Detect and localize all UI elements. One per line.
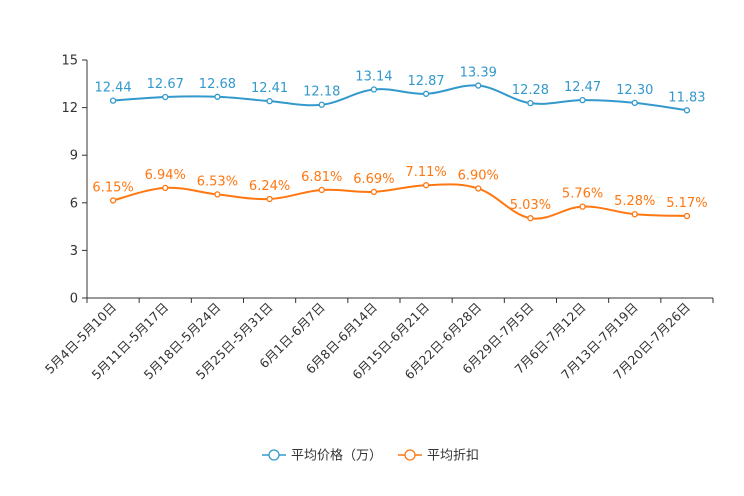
data-point[interactable] — [266, 97, 273, 105]
data-point[interactable] — [579, 96, 586, 104]
data-point[interactable] — [162, 184, 169, 192]
data-label: 6.94% — [145, 168, 186, 183]
legend-marker-icon — [404, 449, 416, 461]
data-label: 6.15% — [92, 180, 133, 195]
data-point[interactable] — [214, 191, 221, 198]
data-point[interactable] — [475, 82, 482, 89]
legend-label: 平均折扣 — [427, 449, 479, 464]
data-point[interactable] — [214, 93, 221, 100]
data-point[interactable] — [683, 107, 691, 114]
data-point[interactable] — [527, 100, 534, 107]
data-point[interactable] — [109, 97, 117, 104]
data-label: 5.03% — [510, 198, 551, 213]
legend-label: 平均价格（万） — [291, 448, 382, 464]
series-line-1 — [113, 84, 688, 112]
data-label: 12.28 — [512, 83, 549, 98]
data-point[interactable] — [422, 182, 430, 189]
data-point[interactable] — [318, 101, 325, 108]
data-label: 5.17% — [666, 196, 707, 211]
y-tick-label: 6 — [70, 196, 78, 211]
legend-item-1[interactable]: 平均价格（万） — [262, 448, 382, 464]
data-point[interactable] — [475, 185, 482, 192]
y-tick-label: 12 — [61, 101, 78, 116]
data-label: 12.44 — [94, 81, 131, 96]
data-label: 7.11% — [405, 165, 446, 180]
data-point[interactable] — [631, 211, 638, 218]
series-line-2 — [112, 183, 687, 220]
data-label: 12.30 — [616, 83, 653, 98]
legend-marker-icon — [268, 449, 280, 461]
y-tick-label: 9 — [70, 149, 78, 164]
data-label: 6.53% — [197, 174, 238, 189]
data-label: 6.24% — [249, 179, 290, 194]
data-point[interactable] — [162, 93, 169, 101]
data-label: 12.47 — [564, 80, 601, 95]
data-label: 6.81% — [301, 170, 342, 185]
data-label: 12.18 — [303, 85, 340, 100]
data-point[interactable] — [266, 195, 273, 203]
data-point[interactable] — [631, 99, 638, 106]
y-tick-label: 0 — [70, 292, 78, 307]
data-point[interactable] — [318, 186, 325, 194]
data-label: 13.39 — [460, 66, 497, 81]
data-label: 12.41 — [251, 81, 288, 96]
data-point[interactable] — [109, 197, 117, 204]
y-tick-label: 3 — [70, 244, 78, 259]
data-point[interactable] — [579, 203, 586, 210]
data-label: 6.90% — [458, 169, 499, 184]
y-tick-label: 15 — [61, 54, 78, 69]
data-point[interactable] — [370, 188, 378, 196]
data-label: 6.69% — [353, 172, 394, 187]
data-label: 12.67 — [147, 77, 184, 92]
data-point[interactable] — [370, 86, 378, 93]
data-label: 5.28% — [614, 194, 655, 209]
data-point[interactable] — [527, 215, 534, 222]
data-point[interactable] — [683, 212, 691, 220]
data-label: 12.68 — [199, 77, 236, 92]
data-label: 12.87 — [407, 74, 444, 89]
data-label: 11.83 — [668, 90, 705, 105]
data-label: 13.14 — [355, 70, 392, 85]
data-point[interactable] — [422, 90, 430, 97]
legend-item-2[interactable]: 平均折扣 — [398, 449, 479, 464]
data-label: 5.76% — [562, 187, 603, 202]
